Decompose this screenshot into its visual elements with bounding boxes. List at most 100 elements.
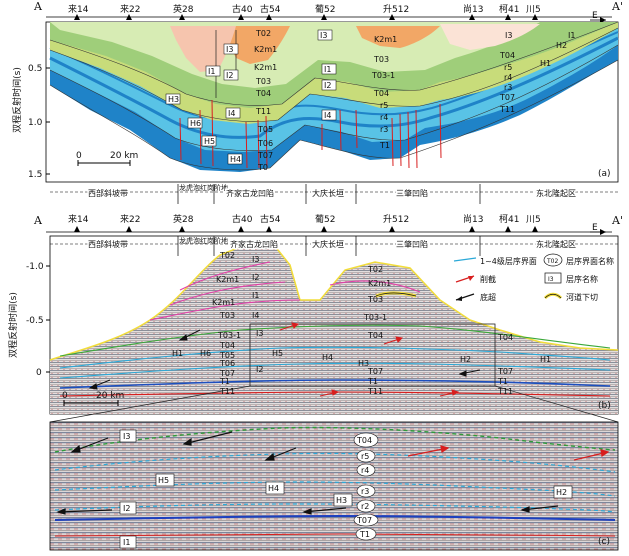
horizon-label: T04 — [219, 341, 235, 350]
horizon-label: T11 — [367, 387, 383, 396]
scale-bar-a: 0 20 km — [76, 151, 138, 166]
structural-units-b: 西部斜坡带 龙虎泡红岗阶地 齐家古龙凹陷 大庆长垣 三肇凹陷 东北隆起区 — [50, 236, 618, 256]
structural-units-a: 西部斜坡带 龙虎泡红岗阶地 齐家古龙凹陷 大庆长垣 三肇凹陷 东北隆起区 — [50, 183, 618, 204]
section-b-start: A — [33, 214, 43, 227]
unit-label: I2 — [123, 504, 130, 513]
unit-labels-a: I3 I2 I1 I4 H3 H4 H5 H6 I1 I2 I3 I4 H1 H… — [165, 29, 575, 165]
horizon-label: T04 — [373, 89, 389, 98]
direction-label-b: E — [592, 223, 598, 233]
unit-label: I4 — [324, 111, 331, 120]
horizon-label: T07 — [219, 369, 235, 378]
panel-b: A A' E 来14 来22 英28 古40 古54 葡52 升512 尚13 … — [7, 213, 623, 423]
section-b-end: A' — [611, 214, 623, 227]
structural-unit: 齐家古龙凹陷 — [226, 188, 274, 198]
horizon-label: T11 — [499, 105, 515, 114]
downlap-arrows-c — [56, 431, 559, 515]
legend-label: 河道下切 — [566, 292, 598, 302]
well-label: 升512 — [383, 214, 409, 225]
well-label: 英28 — [173, 213, 194, 225]
structural-unit: 大庆长垣 — [312, 188, 344, 198]
zoom-box — [249, 323, 496, 387]
unit-label: H5 — [158, 476, 169, 485]
horizon-label: K2m1 — [216, 275, 239, 284]
well-labels-a: 来14 来22 英28 古40 古54 葡52 升512 尚13 柯41 川5 — [68, 3, 541, 20]
direction-label: E — [592, 11, 598, 21]
horizon-label: r3 — [361, 487, 369, 496]
unit-label: H4 — [230, 155, 241, 164]
legend-label: 层序名称 — [566, 274, 598, 284]
well-label: 葡52 — [315, 3, 335, 15]
unit-labels-c: I3 H5 H4 H3 H2 I2 I1 — [119, 429, 573, 549]
horizon-label: T07 — [497, 367, 513, 376]
y-axis-title-a: 双程反射时间(s) — [11, 67, 23, 133]
well-label: 升512 — [383, 4, 409, 15]
panel-c-frame — [49, 421, 619, 551]
y-tick-label: 1.0 — [28, 118, 43, 128]
unit-label: H6 — [190, 119, 201, 128]
panel-label-b: (b) — [598, 401, 611, 411]
horizon-label: T03 — [255, 77, 271, 86]
legend-sequence-box-icon — [544, 272, 562, 284]
unit-label: I2 — [256, 365, 263, 374]
horizon-label: T05 — [219, 351, 235, 360]
truncation-arrows-b — [279, 322, 460, 397]
unit-label: I2 — [226, 71, 233, 80]
structural-unit: 三肇凹陷 — [396, 239, 428, 249]
structural-unit: 东北隆起区 — [536, 239, 576, 249]
geologic-section-a — [49, 21, 619, 172]
well-label: 尚13 — [463, 213, 483, 225]
horizon-label: K2m1 — [368, 279, 391, 288]
horizon-label: T03-1 — [371, 71, 395, 80]
unit-label: H3 — [168, 95, 179, 104]
unit-label: I1 — [252, 291, 259, 300]
structural-unit: 三肇凹陷 — [396, 188, 428, 198]
structural-unit: 龙虎泡红岗阶地 — [179, 183, 228, 192]
unit-label: H3 — [358, 359, 369, 368]
unit-label: I4 — [252, 311, 259, 320]
unit-label: I4 — [228, 109, 235, 118]
structural-unit: 西部斜坡带 — [88, 188, 128, 198]
horizon-label: T04 — [356, 436, 372, 445]
y-tick-label: 1.5 — [28, 170, 42, 180]
y-tick-label: 0 — [36, 368, 42, 378]
well-label: 来22 — [120, 4, 140, 15]
section-a-end: A' — [611, 0, 623, 13]
y-ticks-b: -1.0 -0.5 0 — [26, 262, 50, 378]
scale-start: 0 — [76, 151, 82, 161]
well-label: 尚13 — [463, 3, 483, 15]
horizon-label: r2 — [361, 502, 369, 511]
legend-label: 1~4级层序界面 — [480, 256, 537, 266]
unit-label: I3 — [123, 432, 130, 441]
horizon-label: r4 — [361, 466, 369, 475]
well-label: 古54 — [260, 3, 281, 15]
well-label: 柯41 — [499, 213, 519, 225]
well-label: 葡52 — [315, 213, 335, 225]
horizon-labels-c: T04 r5 r4 r3 r2 T07 T1 — [353, 432, 379, 541]
horizon-label: r3 — [380, 125, 388, 134]
horizon-label: T02 — [367, 265, 383, 274]
horizon-label: r3 — [504, 83, 512, 92]
well-label: 柯41 — [499, 3, 519, 15]
well-label: 英28 — [173, 3, 194, 15]
faults-a — [179, 99, 442, 169]
horizon-label: T06 — [219, 359, 235, 368]
horizon-label: T04 — [255, 89, 271, 98]
unit-label: I2 — [252, 273, 259, 282]
horizon-label: T04 — [367, 331, 383, 340]
horizon-label: T07 — [499, 93, 515, 102]
horizon-label: K2m1 — [374, 35, 397, 44]
panel-label-a: (a) — [598, 169, 611, 179]
horizon-label: T0 — [257, 163, 268, 172]
horizon-label: T11 — [219, 387, 235, 396]
horizon-label: T02 — [219, 251, 235, 260]
horizon-label: r5 — [504, 63, 512, 72]
horizon-label: r5 — [380, 101, 388, 110]
horizon-label: T11 — [497, 387, 513, 396]
horizon-label: T07 — [257, 151, 273, 160]
unit-label: H3 — [336, 496, 347, 505]
y-ticks-a: 0.5 1.0 1.5 — [28, 64, 50, 180]
horizon-label: T07 — [356, 516, 372, 525]
unit-label: I2 — [324, 81, 331, 90]
unit-label: H2 — [460, 355, 471, 364]
well-label: 川5 — [526, 5, 541, 15]
